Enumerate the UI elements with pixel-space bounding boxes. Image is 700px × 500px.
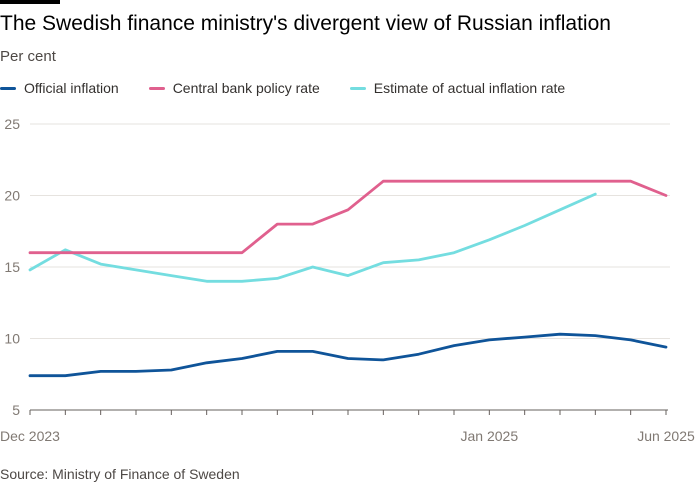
y-tick-label-5: 5	[12, 402, 20, 418]
series-line-1	[28, 179, 668, 255]
legend-item-official: Official inflation	[0, 80, 119, 96]
line-chart: 5 10 15 20 25 Dec 2023 Jan 2025 Jun 2025	[0, 116, 695, 444]
x-tick-label-0: Dec 2023	[0, 428, 60, 444]
legend-item-estimate: Estimate of actual inflation rate	[349, 80, 566, 96]
legend-swatch-estimate	[349, 86, 366, 90]
legend-label-estimate: Estimate of actual inflation rate	[373, 80, 566, 96]
y-tick-label-10: 10	[4, 331, 20, 347]
y-tick-label-25: 25	[4, 116, 20, 132]
y-tick-label-20: 20	[4, 188, 20, 204]
source-note: Source: Ministry of Finance of Sweden	[0, 466, 240, 482]
chart-title: The Swedish finance ministry's divergent…	[0, 12, 611, 35]
legend-label-policy: Central bank policy rate	[172, 80, 320, 96]
x-tick-label-18: Jun 2025	[637, 428, 695, 444]
y-tick-label-15: 15	[4, 259, 20, 275]
series-line-0	[28, 332, 668, 378]
legend: Official inflation Central bank policy r…	[0, 79, 595, 97]
brand-bar	[0, 0, 60, 4]
legend-label-official: Official inflation	[24, 80, 119, 96]
legend-item-policy: Central bank policy rate	[148, 80, 320, 96]
chart-subtitle: Per cent	[0, 48, 56, 65]
legend-swatch-policy	[148, 86, 165, 90]
x-tick-label-13: Jan 2025	[461, 428, 519, 444]
legend-swatch-official	[0, 86, 16, 90]
series-line-2	[28, 192, 597, 283]
